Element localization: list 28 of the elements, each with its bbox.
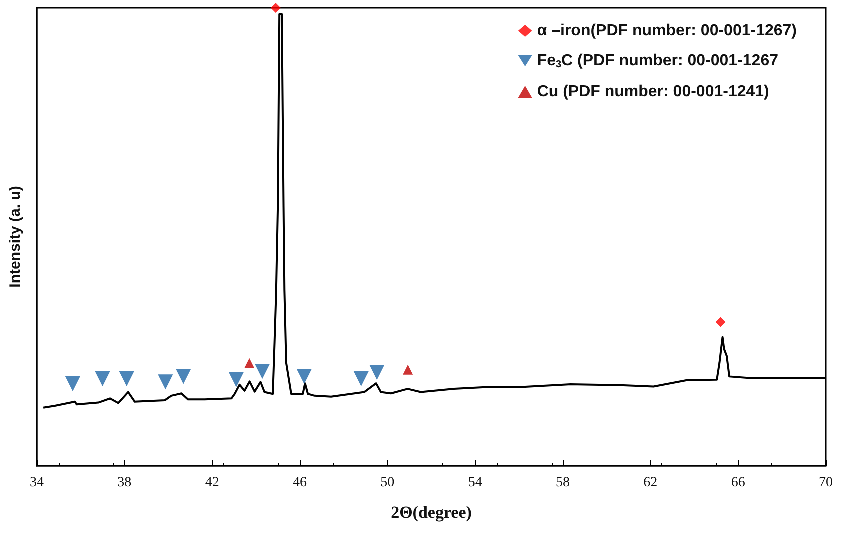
- x-tick-label: 46: [293, 476, 307, 490]
- y-axis-title: Intensity (a. u): [7, 186, 24, 288]
- x-axis-title: 2Θ(degree): [391, 503, 472, 522]
- x-tick-label: 54: [468, 476, 482, 490]
- point: [228, 372, 244, 388]
- point: [95, 371, 110, 386]
- legend-label: Cu (PDF number: 00-001-1241): [537, 84, 770, 100]
- point: [716, 317, 726, 328]
- x-tick-label: 58: [556, 476, 570, 490]
- point: [403, 364, 414, 375]
- point: [119, 371, 134, 386]
- x-tick-label: 50: [380, 476, 395, 490]
- x-tick-label: 66: [731, 476, 746, 490]
- x-tick-label: 42: [205, 476, 220, 490]
- point: [255, 364, 270, 380]
- point: [65, 376, 80, 392]
- point: [296, 369, 312, 384]
- point: [244, 358, 255, 368]
- point: [270, 3, 281, 13]
- x-tick-label: 62: [644, 476, 658, 490]
- point: [176, 369, 192, 384]
- x-tick-label: 38: [118, 476, 132, 490]
- x-tick-label: 34: [30, 476, 44, 490]
- point: [158, 374, 174, 390]
- point: [354, 371, 369, 386]
- legend-label: α –iron(PDF number: 00-001-1267): [537, 22, 797, 40]
- x-tick-label: 70: [819, 476, 833, 490]
- point: [370, 365, 385, 380]
